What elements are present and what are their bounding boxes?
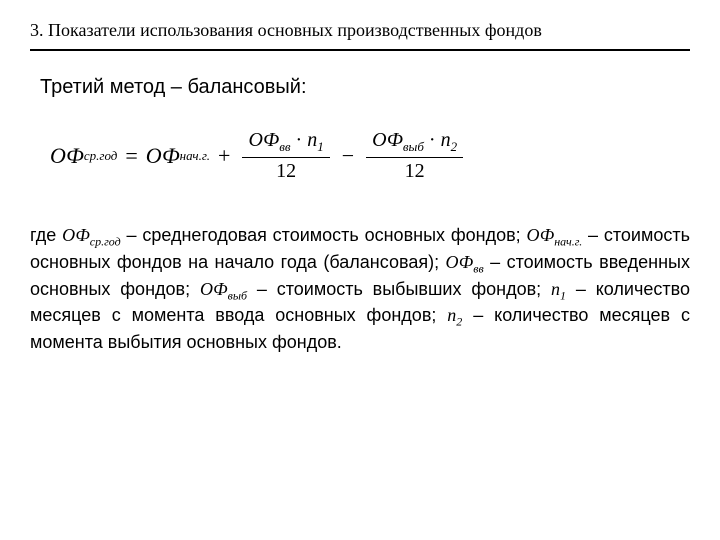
var3: ОФ bbox=[446, 252, 474, 272]
f2-nsub: 2 bbox=[451, 139, 458, 154]
var6: n bbox=[447, 305, 456, 325]
text1: – среднегодовая стоимость основных фондо… bbox=[121, 225, 527, 245]
lhs-base: ОФ bbox=[50, 143, 84, 169]
f1-num-base: ОФ bbox=[248, 129, 279, 151]
f2-den: 12 bbox=[405, 158, 425, 183]
var4-sub: выб bbox=[228, 288, 247, 302]
fraction-1: ОФвв · n1 12 bbox=[242, 129, 329, 183]
f2-num-base: ОФ bbox=[372, 129, 403, 151]
var1-sub: ср.год bbox=[90, 235, 121, 249]
var2-sub: нач.г. bbox=[554, 235, 582, 249]
var4: ОФ bbox=[200, 279, 228, 299]
var5: n bbox=[551, 279, 560, 299]
term1-sub: нач.г. bbox=[180, 148, 210, 164]
f2-n: n bbox=[441, 129, 451, 151]
text4: – стоимость выбывших фондов; bbox=[247, 279, 551, 299]
f2-dot: · bbox=[429, 129, 436, 151]
f1-n: n bbox=[307, 129, 317, 151]
f1-num-sub: вв bbox=[279, 139, 290, 154]
f1-nsub: 1 bbox=[317, 139, 324, 154]
var1: ОФ bbox=[62, 225, 90, 245]
var2: ОФ bbox=[526, 225, 554, 245]
plus-sign: + bbox=[218, 143, 230, 169]
where-label: где bbox=[30, 225, 62, 245]
subtitle: Третий метод – балансовый: bbox=[40, 76, 690, 99]
f2-num-sub: выб bbox=[403, 139, 424, 154]
f1-den: 12 bbox=[276, 158, 296, 183]
lhs-sub: ср.год bbox=[84, 148, 118, 164]
formula: ОФср.год = ОФнач.г. + ОФвв · n1 12 − ОФв… bbox=[50, 129, 690, 183]
minus-sign: − bbox=[342, 143, 354, 169]
term1-base: ОФ bbox=[146, 143, 180, 169]
section-header: 3. Показатели использования основных про… bbox=[30, 20, 690, 41]
fraction-2: ОФвыб · n2 12 bbox=[366, 129, 463, 183]
f1-dot: · bbox=[296, 129, 303, 151]
equals-sign: = bbox=[125, 143, 137, 169]
body-paragraph: где ОФср.год – среднегодовая стоимость о… bbox=[30, 223, 690, 354]
var3-sub: вв bbox=[473, 261, 483, 275]
header-underline bbox=[30, 49, 690, 51]
